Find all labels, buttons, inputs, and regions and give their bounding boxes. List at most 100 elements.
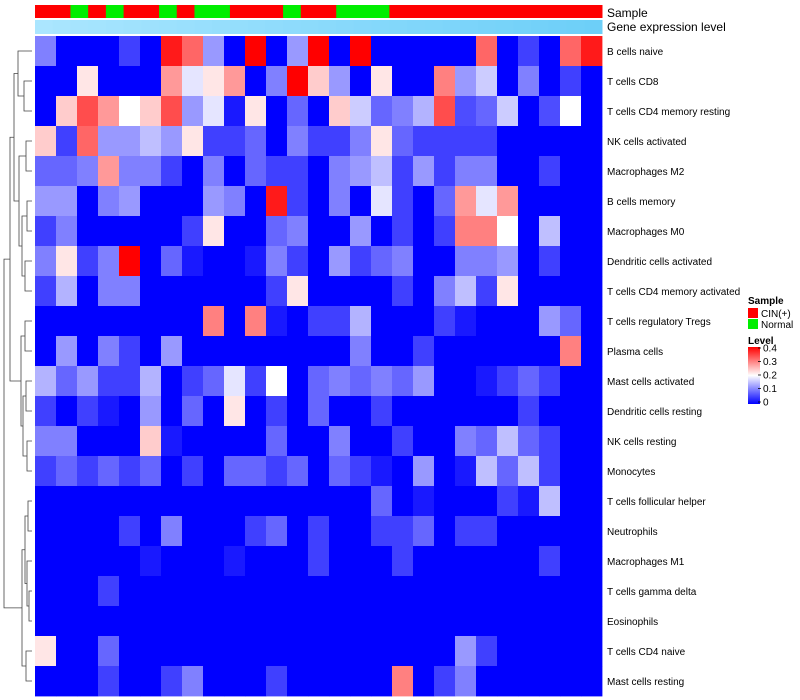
heatmap-cell	[77, 276, 99, 307]
heatmap-cell	[35, 246, 57, 277]
gene-expression-cell	[353, 20, 373, 34]
heatmap-cell	[56, 606, 78, 637]
heatmap-cell	[77, 156, 99, 187]
heatmap-cell	[224, 636, 246, 667]
heatmap-cell	[203, 96, 225, 127]
heatmap-cell	[140, 486, 162, 517]
legend-level-ramp	[748, 347, 760, 404]
heatmap-cell	[224, 36, 246, 67]
heatmap-cell	[308, 606, 330, 637]
heatmap-cell	[98, 186, 120, 217]
gene-expression-cell	[229, 20, 249, 34]
heatmap-cell	[350, 546, 372, 577]
heatmap-cell	[98, 546, 120, 577]
heatmap-cell	[161, 156, 183, 187]
heatmap-cell	[434, 156, 456, 187]
sample-annotation-cell	[265, 5, 284, 18]
heatmap-cell	[224, 366, 246, 397]
heatmap-cell	[329, 66, 351, 97]
heatmap-cell	[245, 156, 267, 187]
heatmap-cell	[413, 426, 435, 457]
heatmap-cell	[56, 96, 78, 127]
heatmap-cell	[455, 186, 477, 217]
heatmap-cell	[161, 606, 183, 637]
heatmap-cell	[560, 606, 582, 637]
heatmap-cell	[560, 396, 582, 427]
heatmap-cell	[476, 216, 498, 247]
heatmap-cell	[203, 276, 225, 307]
heatmap-cell	[413, 516, 435, 547]
heatmap-cell	[266, 306, 288, 337]
heatmap-cell	[224, 456, 246, 487]
dendrogram-branch	[24, 320, 32, 352]
heatmap-cell	[245, 246, 267, 277]
sample-annotation-cell	[159, 5, 178, 18]
heatmap-cell	[350, 216, 372, 247]
heatmap-cell	[266, 186, 288, 217]
heatmap-cell	[392, 366, 414, 397]
dendrogram-branch	[17, 50, 32, 97]
heatmap-cell	[308, 516, 330, 547]
heatmap-cell	[518, 636, 540, 667]
heatmap-cell	[182, 666, 204, 697]
heatmap-cell	[539, 156, 561, 187]
heatmap-cell	[497, 276, 519, 307]
heatmap-cell	[434, 426, 456, 457]
heatmap-cell	[203, 216, 225, 247]
heatmap-cell	[455, 576, 477, 607]
heatmap-cell	[392, 516, 414, 547]
heatmap-cell	[35, 606, 57, 637]
heatmap-cell	[308, 156, 330, 187]
heatmap-cell	[329, 126, 351, 157]
heatmap-cell	[182, 96, 204, 127]
heatmap-cell	[140, 336, 162, 367]
heatmap-cell	[539, 396, 561, 427]
heatmap-cell	[329, 336, 351, 367]
heatmap-cell	[35, 396, 57, 427]
legend-normal-swatch	[748, 319, 758, 329]
heatmap-cell	[203, 636, 225, 667]
heatmap-cell	[371, 156, 393, 187]
heatmap-cell	[497, 576, 519, 607]
heatmap-cell	[98, 126, 120, 157]
heatmap-cell	[203, 36, 225, 67]
heatmap-cell	[140, 606, 162, 637]
heatmap-cell	[455, 636, 477, 667]
heatmap-cell	[497, 156, 519, 187]
heatmap-cell	[392, 216, 414, 247]
heatmap-cell	[476, 306, 498, 337]
heatmap-cell	[308, 366, 330, 397]
sample-annotation-cell	[229, 5, 249, 18]
heatmap-cell	[350, 246, 372, 277]
heatmap-cell	[560, 36, 582, 67]
heatmap-cell	[329, 456, 351, 487]
heatmap-cell	[350, 516, 372, 547]
heatmap-cell	[413, 576, 435, 607]
heatmap-cell	[140, 426, 162, 457]
heatmap-cell	[140, 156, 162, 187]
heatmap-cell	[56, 486, 78, 517]
heatmap-cell	[266, 396, 288, 427]
heatmap-cell	[329, 486, 351, 517]
heatmap-cell	[371, 666, 393, 697]
heatmap-cell	[119, 156, 141, 187]
heatmap-cell	[35, 156, 57, 187]
heatmap-cell	[56, 36, 78, 67]
heatmap-cell	[182, 456, 204, 487]
sample-annotation-bar	[35, 5, 603, 18]
dendrogram-branch	[23, 80, 32, 112]
heatmap-cell	[560, 186, 582, 217]
sample-annotation-cell	[70, 5, 89, 18]
heatmap-cell	[182, 516, 204, 547]
heatmap-cell	[119, 216, 141, 247]
heatmap-cell	[392, 456, 414, 487]
heatmap-cell	[98, 366, 120, 397]
heatmap-cell	[56, 546, 78, 577]
heatmap-cell	[581, 636, 603, 667]
dendrogram-branch	[3, 258, 22, 609]
sample-annotation-cell	[424, 5, 444, 18]
heatmap-cell	[392, 246, 414, 277]
heatmap-cell	[329, 186, 351, 217]
heatmap-cell	[455, 606, 477, 637]
row-label: NK cells activated	[607, 137, 686, 148]
